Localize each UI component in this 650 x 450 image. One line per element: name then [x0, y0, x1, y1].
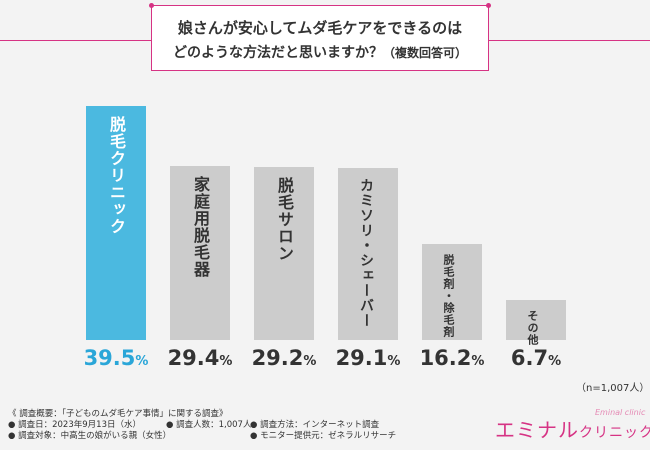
title-box: 娘さんが安心してムダ毛ケアをできるのは どのような方法だと思いますか？（複数回答…: [0, 3, 650, 71]
corner-dot-left: [149, 3, 154, 8]
bar-5: [422, 244, 482, 340]
value-label-5: 16.2%: [407, 346, 497, 370]
bar-label-5: 脱毛剤・除毛剤: [442, 254, 455, 338]
logo-main-text: エミナル: [495, 418, 579, 442]
footer-date: ● 調査日：2023年9月13日（水）: [8, 420, 141, 430]
footer-count: ● 調査人数：1,007人: [166, 420, 252, 430]
title-question: どのような方法だと思いますか？: [172, 45, 383, 61]
bar-label-3: 脱毛サロン: [275, 177, 294, 262]
value-number: 16.2: [419, 346, 472, 370]
title-line-2: どのような方法だと思いますか？（複数回答可）: [152, 42, 488, 62]
percent-sign: %: [219, 354, 233, 369]
sample-size-note: （n=1,007人）: [576, 383, 650, 394]
bar-2: [170, 166, 230, 340]
percent-sign: %: [303, 354, 317, 369]
logo-sub-text: クリニック: [579, 425, 650, 441]
footer-method: ● 調査方法：インターネット調査: [250, 420, 380, 430]
title-line-1: 娘さんが安心してムダ毛ケアをできるのは: [177, 19, 463, 37]
bar-4: [338, 168, 398, 340]
percent-sign: %: [548, 354, 562, 369]
value-number: 6.7: [510, 346, 549, 370]
value-label-1: 39.5%: [71, 346, 161, 370]
bar-label-1: 脱毛クリニック: [107, 116, 126, 235]
bar-label-6: その他: [526, 310, 539, 346]
footer-heading: 《 調査概要：「子どものムダ毛ケア事情」に関する調査》: [8, 409, 228, 419]
percent-sign: %: [471, 354, 485, 369]
percent-sign: %: [387, 354, 401, 369]
corner-dot-right: [486, 3, 491, 8]
value-label-3: 29.2%: [239, 346, 329, 370]
value-number: 39.5: [83, 346, 136, 370]
logo-text: エミナルクリニック: [495, 414, 650, 443]
footer-target: ● 調査対象：中高生の娘がいる親（女性）: [8, 431, 172, 441]
value-label-6: 6.7%: [491, 346, 581, 370]
bar-label-2: 家庭用脱毛器: [191, 176, 210, 278]
bar-label-4: カミソリ・シェーバー: [358, 178, 374, 328]
bar-6: [506, 300, 566, 340]
percent-sign: %: [135, 354, 149, 369]
value-number: 29.4: [167, 346, 220, 370]
value-label-2: 29.4%: [155, 346, 245, 370]
bar-3: [254, 167, 314, 340]
eminal-clinic-logo: Eminal clinic エミナルクリニック: [495, 406, 650, 446]
footer-row-2: ● 調査対象：中高生の娘がいる親（女性） ● モニター提供元：ゼネラルリサーチ: [8, 431, 396, 442]
bar-1: [86, 106, 146, 340]
value-label-4: 29.1%: [323, 346, 413, 370]
title-note: （複数回答可）: [382, 46, 467, 60]
value-number: 29.1: [335, 346, 388, 370]
footer-provider: ● モニター提供元：ゼネラルリサーチ: [250, 431, 397, 441]
survey-footer: 《 調査概要：「子どものムダ毛ケア事情」に関する調査》 ● 調査日：2023年9…: [8, 409, 396, 442]
footer-row-1: ● 調査日：2023年9月13日（水） ● 調査人数：1,007人 ● 調査方法…: [8, 420, 379, 431]
logo-english: Eminal clinic: [595, 408, 646, 417]
value-number: 29.2: [251, 346, 304, 370]
